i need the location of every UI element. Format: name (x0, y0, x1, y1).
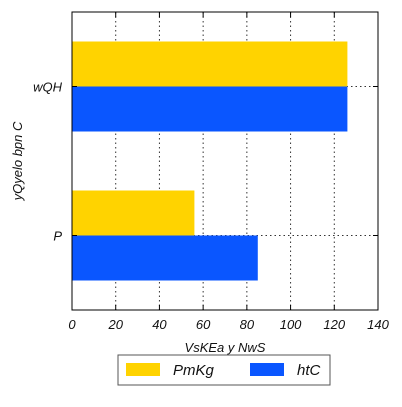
plot-frame (71, 11, 379, 311)
y-tick-labels: wQH P (33, 80, 63, 244)
legend-swatch-pmkg (126, 363, 160, 376)
y-axis-title: yQyelo bpn C (10, 121, 25, 201)
legend-label-htc: htC (297, 362, 321, 379)
x-tick-label: 60 (196, 317, 211, 332)
x-tick-label: 120 (323, 317, 345, 332)
legend: PmKg htC (117, 354, 331, 386)
x-tick-label: 0 (68, 317, 76, 332)
legend-swatch-htc (250, 363, 284, 376)
x-tick-labels: 0 20 40 60 80 100 120 140 (68, 317, 389, 332)
y-tick-label: wQH (33, 80, 63, 95)
x-axis-title: VsKEa y NwS (185, 340, 266, 355)
x-tick-label: 140 (367, 317, 389, 332)
legend-label-pmkg: PmKg (173, 362, 215, 379)
y-tick-label: P (53, 229, 62, 244)
bar-pmkg-wqh (72, 41, 348, 87)
x-tick-label: 20 (107, 317, 123, 332)
ticks (71, 12, 379, 310)
bar-htc-wqh (72, 86, 348, 132)
bar-pmkg-p (72, 190, 195, 236)
x-tick-label: 40 (152, 317, 167, 332)
x-tick-label: 100 (280, 317, 302, 332)
x-tick-label: 80 (240, 317, 255, 332)
bar-htc-p (72, 235, 258, 281)
bars (72, 41, 348, 281)
